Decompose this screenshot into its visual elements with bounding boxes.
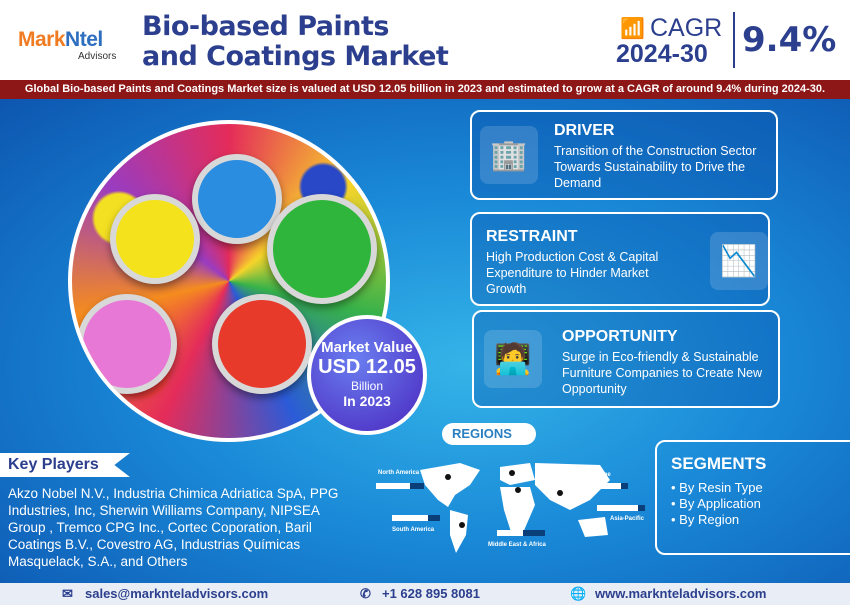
region-bar-fill <box>597 505 638 511</box>
growth-chart-icon: 📶 <box>620 18 645 40</box>
europe <box>500 463 535 485</box>
region-label: Middle East & Africa <box>488 542 546 548</box>
market-value-badge: Market Value USD 12.05 Billion In 2023 <box>307 315 427 435</box>
region-bar-fill <box>497 530 524 536</box>
cagr-label: CAGR <box>650 14 723 42</box>
segment-item: By Resin Type <box>671 480 844 496</box>
opportunity-card: 🧑‍💻 OPPORTUNITY Surge in Eco-friendly & … <box>472 310 780 408</box>
driver-card: 🏢 DRIVER Transition of the Construction … <box>470 110 778 200</box>
header: MarkNtel Advisors Bio-based Paints and Co… <box>0 0 850 80</box>
world-map <box>420 463 610 553</box>
cagr-years: 2024-30 <box>616 40 708 68</box>
divider <box>733 12 735 68</box>
yellow-can <box>110 194 200 284</box>
blue-can <box>192 154 282 244</box>
email-link[interactable]: sales@marknteladvisors.com <box>85 586 269 601</box>
logo-subtitle: Advisors <box>78 51 117 62</box>
pink-can <box>77 294 177 394</box>
logo: MarkNtel <box>18 28 103 51</box>
red-can <box>212 294 312 394</box>
summary-banner: Global Bio-based Paints and Coatings Mar… <box>0 80 850 99</box>
green-can <box>267 194 377 304</box>
region-label: North America <box>378 470 420 476</box>
regions-title: REGIONS <box>442 423 536 445</box>
south-america <box>450 510 468 553</box>
region-bar <box>392 515 440 521</box>
restraint-card: 📉 RESTRAINT High Production Cost & Capit… <box>470 212 770 306</box>
region-bar-fill <box>580 483 621 489</box>
page-title: Bio-based Paints and Coatings Market <box>142 11 449 72</box>
africa <box>500 487 535 535</box>
asia <box>535 463 610 510</box>
segment-item: By Application <box>671 496 844 512</box>
segments-box: SEGMENTS By Resin Type By Application By… <box>655 440 850 555</box>
key-players-title: Key Players <box>0 453 130 477</box>
region-label: Asia-Pacific <box>610 516 645 522</box>
key-players-list: Akzo Nobel N.V., Industria Chimica Adria… <box>8 486 339 569</box>
region-bar-fill <box>376 483 410 489</box>
australia <box>578 517 608 537</box>
declining-chart-icon: 📉 <box>710 232 768 290</box>
phone-icon: ✆ <box>360 586 371 601</box>
paint-cans-image <box>68 120 390 442</box>
person-presentation-icon: 🧑‍💻 <box>484 330 542 388</box>
region-bar <box>597 505 645 511</box>
cagr-value: 9.4% <box>742 20 837 60</box>
region-bar <box>580 483 628 489</box>
north-america <box>420 463 480 507</box>
footer: ✉ sales@marknteladvisors.com ✆ +1 628 89… <box>0 583 850 605</box>
region-bar <box>497 530 545 536</box>
region-label: South America <box>392 527 435 533</box>
region-bar-fill <box>392 515 428 521</box>
region-bar <box>376 483 424 489</box>
building-icon: 🏢 <box>480 126 538 184</box>
region-label: Europe <box>590 472 611 478</box>
segment-item: By Region <box>671 512 844 528</box>
email-icon: ✉ <box>62 586 73 601</box>
website-link[interactable]: www.marknteladvisors.com <box>595 586 767 601</box>
globe-icon: 🌐 <box>570 586 587 601</box>
phone-link[interactable]: +1 628 895 8081 <box>382 586 480 601</box>
